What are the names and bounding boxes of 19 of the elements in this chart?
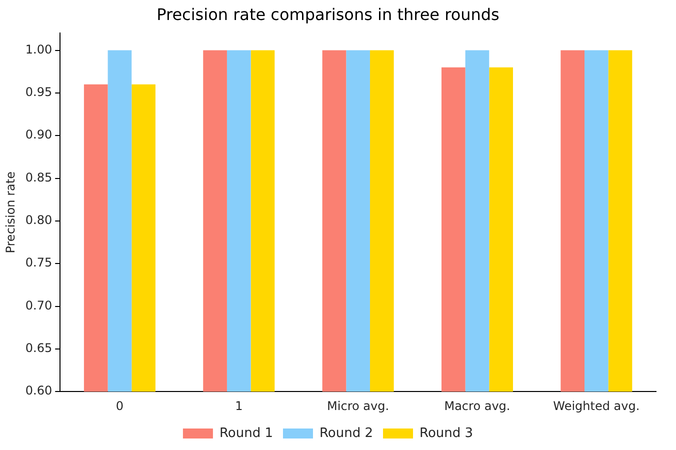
y-tick-label: 1.00 [25, 42, 52, 56]
legend-label: Round 3 [420, 426, 474, 441]
legend-label: Round 1 [219, 426, 273, 441]
y-tick-label: 0.85 [25, 170, 52, 184]
x-tick-label: Micro avg. [327, 398, 390, 413]
y-tick-label: 0.95 [25, 85, 52, 100]
x-tick-label: 1 [235, 398, 243, 413]
y-axis-title: Precision rate [3, 172, 18, 254]
y-tick-label: 0.60 [25, 384, 52, 398]
x-tick-label: 0 [116, 398, 124, 413]
x-tick-label: Macro avg. [444, 398, 510, 413]
y-tick-label: 0.75 [25, 256, 52, 270]
x-tick-label: Weighted avg. [553, 398, 640, 413]
chart-title: Precision rate comparisons in three rounds [156, 4, 500, 24]
y-tick-label: 0.90 [25, 128, 52, 142]
legend-label: Round 2 [319, 426, 374, 441]
y-tick-label: 0.70 [25, 298, 52, 312]
y-tick-label: 0.80 [25, 213, 52, 228]
y-tick-label: 0.65 [25, 341, 52, 356]
